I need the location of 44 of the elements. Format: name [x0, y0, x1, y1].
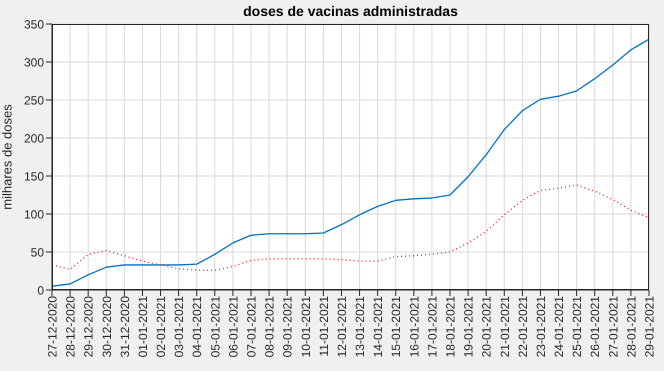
x-tick-label: 04-01-2021 — [190, 296, 204, 358]
x-tick-label: 10-01-2021 — [298, 296, 313, 358]
x-tick-label: 06-01-2021 — [226, 296, 240, 358]
y-tick-label: 300 — [24, 55, 44, 70]
x-tick-label: 26-01-2021 — [588, 296, 602, 358]
y-tick-label: 150 — [24, 169, 44, 184]
x-tick-label: 31-12-2020 — [118, 296, 132, 358]
x-tick-label: 11-01-2021 — [316, 296, 331, 356]
x-tick-label: 13-01-2021 — [353, 296, 368, 358]
y-tick-label: 350 — [24, 17, 44, 32]
x-tick-label: 28-01-2021 — [624, 296, 638, 358]
y-tick-label: 100 — [24, 207, 44, 222]
x-tick-label: 03-01-2021 — [172, 296, 186, 358]
x-tick-label: 15-01-2021 — [389, 296, 404, 358]
x-tick-label: 27-12-2020 — [46, 296, 60, 358]
x-tick-label: 07-01-2021 — [244, 296, 259, 358]
y-axis-title: milhares de doses — [0, 104, 15, 210]
x-tick-label: 09-01-2021 — [280, 296, 295, 358]
x-tick-label: 23-01-2021 — [534, 296, 548, 358]
x-tick-label: 12-01-2021 — [334, 296, 349, 358]
x-tick-label: 14-01-2021 — [371, 296, 386, 358]
x-tick-label: 22-01-2021 — [516, 296, 530, 358]
chart-title: doses de vacinas administradas — [242, 3, 459, 19]
x-tick-label: 20-01-2021 — [480, 296, 494, 358]
y-tick-label: 250 — [24, 93, 44, 108]
x-tick-label: 21-01-2021 — [498, 296, 512, 358]
x-tick-label: 19-01-2021 — [462, 296, 476, 358]
x-tick-label: 02-01-2021 — [154, 296, 168, 358]
y-tick-label: 200 — [24, 131, 44, 146]
x-tick-label: 30-12-2020 — [100, 296, 114, 358]
x-tick-label: 25-01-2021 — [570, 296, 584, 358]
x-tick-label: 29-12-2020 — [82, 296, 96, 358]
x-tick-label: 18-01-2021 — [444, 296, 458, 358]
x-tick-label: 28-12-2020 — [64, 296, 78, 358]
x-tick-label: 29-01-2021 — [642, 296, 657, 358]
y-tick-label: 0 — [37, 283, 44, 298]
x-tick-label: 17-01-2021 — [425, 296, 440, 358]
x-tick-label: 01-01-2021 — [136, 296, 150, 358]
x-tick-label: 08-01-2021 — [262, 296, 277, 358]
x-tick-label: 16-01-2021 — [407, 296, 422, 358]
x-tick-label: 05-01-2021 — [208, 296, 222, 358]
x-tick-label: 27-01-2021 — [606, 296, 620, 358]
y-tick-label: 50 — [30, 245, 44, 260]
x-tick-label: 24-01-2021 — [552, 296, 566, 358]
